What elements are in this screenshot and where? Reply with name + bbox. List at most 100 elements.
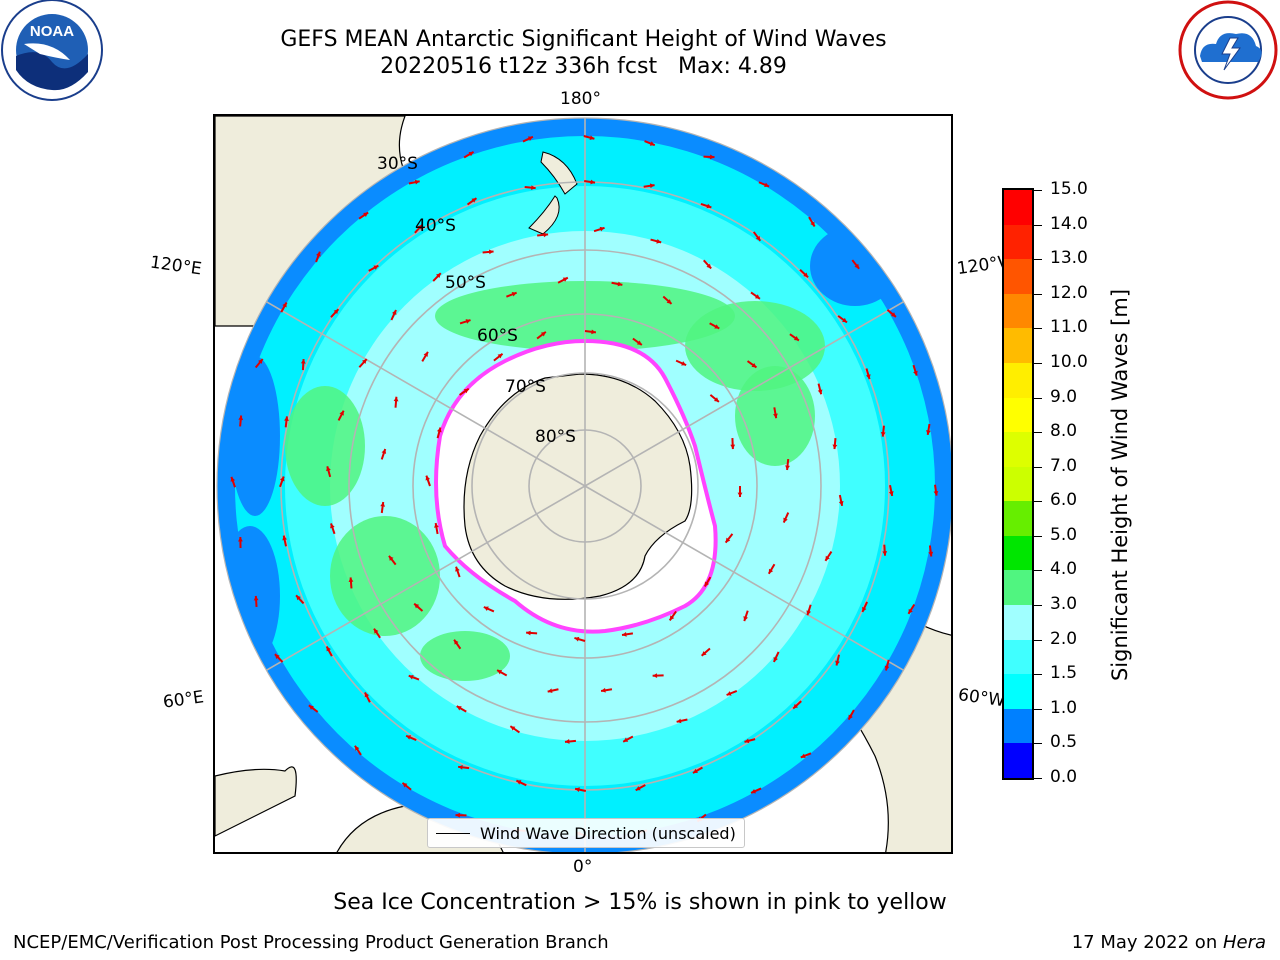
wind-wave-arrow-head <box>388 555 394 561</box>
wind-wave-arrow-head <box>296 595 301 601</box>
wind-wave-arrow-head <box>773 656 778 662</box>
lat-label-70s: 70°S <box>505 377 546 397</box>
colorbar-segment <box>1004 673 1032 709</box>
wind-wave-arrow-head <box>751 362 757 368</box>
wind-wave-arrow-head <box>354 745 360 751</box>
wind-wave-arrow-head <box>636 340 642 345</box>
wind-wave-arrow-head <box>423 351 428 357</box>
wind-wave-arrows <box>230 135 939 837</box>
wind-wave-arrow-head <box>326 466 331 472</box>
colorbar-tick <box>1034 501 1042 503</box>
colorbar-segment <box>1004 466 1032 502</box>
wind-wave-arrow-head <box>458 764 463 770</box>
wind-wave-arrow-head <box>230 476 236 482</box>
footer-date-text: 17 May 2022 on <box>1071 932 1223 953</box>
colorbar-segment <box>1004 189 1032 225</box>
colorbar <box>1002 188 1034 780</box>
wind-wave-arrow-head <box>817 389 823 395</box>
wind-wave-arrow-head <box>623 737 629 742</box>
wind-wave-arrow-head <box>540 331 546 337</box>
wind-wave-arrow-head <box>333 309 339 315</box>
wind-wave-arrow-head <box>865 374 871 380</box>
wind-wave-arrow-head <box>649 183 655 189</box>
wind-wave-arrow-head <box>516 780 522 785</box>
wind-wave-arrow-head <box>436 427 442 433</box>
wind-wave-arrow-head <box>692 768 698 773</box>
colorbar-segment <box>1004 500 1032 536</box>
wind-wave-arrow-head <box>527 136 533 141</box>
colorbar-segment <box>1004 362 1032 398</box>
colorbar-tick <box>1034 224 1042 226</box>
wind-wave-arrow-head <box>455 566 460 572</box>
colorbar-tick-label: 14.0 <box>1050 213 1088 234</box>
lat-label-80s: 80°S <box>535 427 576 447</box>
wind-wave-arrow-head <box>547 688 553 694</box>
wind-wave-arrow-head <box>676 718 682 724</box>
wind-wave-arrow-head <box>617 281 623 287</box>
wind-wave-arrow-head <box>543 232 549 238</box>
wind-wave-arrow-head <box>348 577 354 582</box>
lat-label-50s: 50°S <box>445 273 486 293</box>
colorbar-tick-label: 9.0 <box>1050 386 1078 407</box>
wind-wave-arrow-head <box>380 502 386 507</box>
wind-wave-arrow-head <box>381 449 387 454</box>
wind-wave-arrow-head <box>599 226 605 232</box>
colorbar-segment <box>1004 742 1032 778</box>
wind-wave-arrow-head <box>601 687 606 693</box>
wind-wave-arrow-head <box>238 415 244 421</box>
wind-wave-arrow-head <box>526 630 531 636</box>
wind-wave-arrow-head <box>842 317 847 323</box>
colorbar-tick-label: 2.0 <box>1050 628 1078 649</box>
wind-wave-arrow-head <box>793 336 799 341</box>
wind-wave-arrow-head <box>562 277 568 282</box>
wind-wave-arrow-head <box>744 738 750 744</box>
wind-wave-arrow-head <box>406 735 412 740</box>
wind-wave-arrow-head <box>589 135 595 140</box>
colorbar-tick <box>1034 743 1042 745</box>
wind-wave-arrow-head <box>751 788 757 794</box>
colorbar-tick-label: 6.0 <box>1050 490 1078 511</box>
colorbar-tick <box>1034 432 1042 434</box>
wind-wave-arrow-head <box>339 410 344 416</box>
colorbar-segment <box>1004 397 1032 433</box>
colorbar-tick <box>1034 293 1042 295</box>
svg-text:NOAA: NOAA <box>30 23 74 40</box>
wind-wave-arrow-head <box>434 523 439 528</box>
colorbar-tick-label: 0.0 <box>1050 767 1078 787</box>
wind-wave-arrow-head <box>704 581 710 587</box>
wind-wave-arrow-head <box>468 151 474 157</box>
wind-wave-arrow-head <box>656 238 662 244</box>
wind-wave-arrow-head <box>743 616 748 622</box>
sea-ice-note: Sea Ice Concentration > 15% is shown in … <box>333 890 947 915</box>
wind-wave-arrow-head <box>755 235 761 241</box>
wind-wave-arrow-head <box>316 251 321 257</box>
wind-wave-arrow-head <box>373 265 379 270</box>
wind-wave-arrow-head <box>436 273 441 278</box>
lat-label-40s: 40°S <box>415 216 456 236</box>
wind-wave-arrow-head <box>488 249 494 255</box>
colorbar-tick-label: 11.0 <box>1050 317 1088 338</box>
footer-date: 17 May 2022 on Hera <box>1072 932 1266 953</box>
wind-wave-arrow-head <box>622 631 627 637</box>
nws-logo <box>1178 0 1278 100</box>
wind-wave-arrow-head <box>402 782 408 788</box>
wind-wave-arrow-head <box>326 646 331 652</box>
wind-wave-arrow-head <box>880 431 886 437</box>
wind-wave-arrow-head <box>564 739 570 744</box>
colorbar-tick <box>1034 397 1042 399</box>
colorbar-tick-label: 5.0 <box>1050 524 1078 545</box>
lon-label-120e: 120°E <box>148 252 203 280</box>
wind-wave-arrow-head <box>361 359 367 364</box>
wind-wave-arrow-head <box>456 706 462 711</box>
chart-title-line2: 20220516 t12z 336h fcst Max: 4.89 <box>380 54 787 79</box>
wind-wave-arrow-head <box>835 660 840 666</box>
chart-title-line1: GEFS MEAN Antarctic Significant Height o… <box>280 27 887 52</box>
colorbar-tick <box>1034 639 1042 641</box>
colorbar-segment <box>1004 431 1032 467</box>
wind-wave-arrow-head <box>590 179 596 185</box>
wind-wave-arrow-head <box>414 179 420 185</box>
wind-wave-arrow-head <box>882 551 888 556</box>
colorbar-tick <box>1034 570 1042 572</box>
wind-wave-arrow-head <box>510 726 516 731</box>
wind-wave-arrow-head <box>783 517 788 523</box>
